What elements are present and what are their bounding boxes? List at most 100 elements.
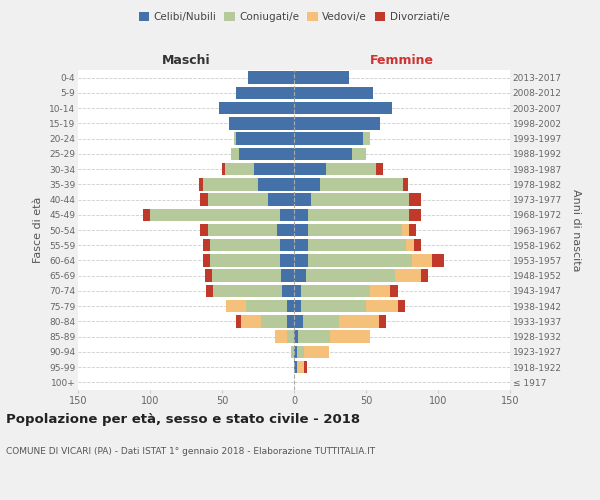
Bar xyxy=(301,284,370,297)
Bar xyxy=(280,239,294,252)
Bar xyxy=(294,284,301,297)
Bar xyxy=(203,254,211,266)
Bar xyxy=(236,86,294,99)
Bar xyxy=(248,72,294,84)
Bar xyxy=(143,208,150,221)
Bar xyxy=(338,315,379,328)
Bar xyxy=(391,284,398,297)
Bar xyxy=(225,163,254,175)
Bar xyxy=(298,330,330,343)
Bar xyxy=(294,178,320,190)
Bar xyxy=(297,346,304,358)
Bar xyxy=(403,178,408,190)
Bar xyxy=(229,117,294,130)
Bar xyxy=(211,254,280,266)
Bar xyxy=(304,361,307,374)
Bar xyxy=(287,315,294,328)
Bar xyxy=(230,148,239,160)
Bar xyxy=(275,330,287,343)
Bar xyxy=(294,254,308,266)
Bar xyxy=(219,102,294,115)
Bar xyxy=(280,208,294,221)
Bar xyxy=(294,239,308,252)
Bar xyxy=(281,270,294,282)
Bar xyxy=(199,178,203,190)
Bar xyxy=(277,224,294,236)
Bar xyxy=(402,224,409,236)
Bar xyxy=(376,163,383,175)
Bar xyxy=(294,117,380,130)
Bar xyxy=(294,163,326,175)
Bar xyxy=(395,270,421,282)
Bar xyxy=(294,315,302,328)
Bar xyxy=(236,132,294,145)
Bar xyxy=(294,330,298,343)
Bar xyxy=(294,102,392,115)
Bar xyxy=(212,270,281,282)
Bar xyxy=(366,300,398,312)
Bar xyxy=(291,346,294,358)
Bar xyxy=(370,284,391,297)
Bar xyxy=(226,300,247,312)
Bar xyxy=(200,194,208,206)
Bar xyxy=(363,132,370,145)
Y-axis label: Fasce di età: Fasce di età xyxy=(34,197,43,263)
Bar xyxy=(241,315,261,328)
Bar xyxy=(406,239,413,252)
Bar xyxy=(287,300,294,312)
Bar xyxy=(308,208,409,221)
Text: Femmine: Femmine xyxy=(370,54,434,68)
Bar xyxy=(222,163,225,175)
Bar xyxy=(254,163,294,175)
Bar xyxy=(211,239,280,252)
Bar xyxy=(379,315,386,328)
Bar xyxy=(294,86,373,99)
Bar xyxy=(200,224,208,236)
Legend: Celibi/Nubili, Coniugati/e, Vedovi/e, Divorziati/e: Celibi/Nubili, Coniugati/e, Vedovi/e, Di… xyxy=(134,8,454,26)
Bar xyxy=(280,254,294,266)
Bar xyxy=(432,254,444,266)
Bar xyxy=(261,315,287,328)
Bar xyxy=(236,315,241,328)
Bar xyxy=(294,148,352,160)
Bar xyxy=(294,300,301,312)
Bar xyxy=(294,194,311,206)
Bar xyxy=(409,224,416,236)
Bar xyxy=(305,270,395,282)
Bar xyxy=(412,254,432,266)
Bar xyxy=(409,194,421,206)
Bar xyxy=(308,224,402,236)
Bar xyxy=(304,346,329,358)
Bar xyxy=(203,239,211,252)
Bar xyxy=(233,132,236,145)
Bar xyxy=(283,284,294,297)
Bar xyxy=(308,254,412,266)
Bar xyxy=(206,284,214,297)
Bar xyxy=(330,330,370,343)
Bar xyxy=(268,194,294,206)
Bar xyxy=(205,270,212,282)
Bar xyxy=(294,224,308,236)
Bar xyxy=(294,270,305,282)
Bar xyxy=(258,178,294,190)
Bar xyxy=(413,239,421,252)
Bar xyxy=(203,178,258,190)
Bar xyxy=(297,361,304,374)
Bar xyxy=(239,148,294,160)
Bar xyxy=(208,224,277,236)
Bar xyxy=(352,148,366,160)
Bar xyxy=(409,208,421,221)
Bar xyxy=(301,300,366,312)
Bar xyxy=(326,163,376,175)
Bar xyxy=(150,208,280,221)
Bar xyxy=(294,346,297,358)
Bar xyxy=(247,300,287,312)
Text: Maschi: Maschi xyxy=(161,54,211,68)
Bar xyxy=(208,194,268,206)
Bar xyxy=(287,330,294,343)
Y-axis label: Anni di nascita: Anni di nascita xyxy=(571,188,581,271)
Bar xyxy=(398,300,405,312)
Bar xyxy=(214,284,283,297)
Bar xyxy=(320,178,403,190)
Bar xyxy=(294,361,297,374)
